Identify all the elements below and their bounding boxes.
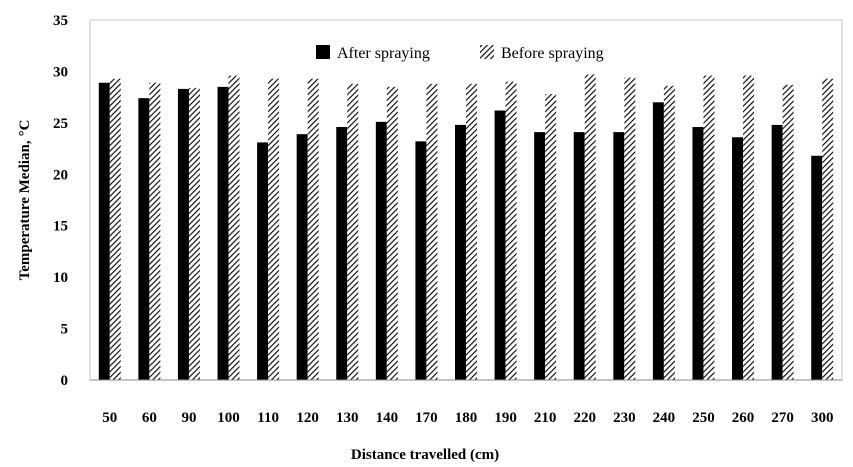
bar-after-spraying bbox=[771, 124, 783, 380]
x-tick-label: 300 bbox=[811, 410, 834, 426]
y-tick-label: 35 bbox=[53, 13, 68, 29]
x-tick-label: 260 bbox=[732, 410, 755, 426]
x-tick-label: 90 bbox=[181, 410, 196, 426]
legend-label-after: After spraying bbox=[337, 45, 430, 62]
x-tick-label: 110 bbox=[257, 410, 279, 426]
y-tick-label: 10 bbox=[53, 270, 68, 286]
bars-group bbox=[98, 74, 834, 381]
bar-before-spraying bbox=[782, 84, 794, 381]
bar-after-spraying bbox=[613, 132, 625, 380]
y-axis-title-unit: °C bbox=[17, 120, 33, 137]
legend: After spraying Before spraying bbox=[316, 45, 604, 62]
y-tick-label: 0 bbox=[61, 373, 69, 389]
x-tick-label: 100 bbox=[217, 410, 240, 426]
x-tick-label: 170 bbox=[415, 410, 438, 426]
bar-before-spraying bbox=[426, 83, 438, 381]
x-tick-label: 270 bbox=[771, 410, 794, 426]
bar-after-spraying bbox=[375, 121, 387, 380]
x-tick-label: 120 bbox=[296, 410, 319, 426]
x-axis-title: Distance travelled (cm) bbox=[351, 447, 499, 463]
legend-swatch-before bbox=[480, 45, 494, 59]
bar-after-spraying bbox=[652, 102, 664, 380]
bar-before-spraying bbox=[545, 94, 557, 380]
bar-after-spraying bbox=[692, 126, 704, 380]
x-tick-label: 230 bbox=[613, 410, 636, 426]
bar-after-spraying bbox=[98, 82, 110, 381]
bar-after-spraying bbox=[811, 155, 823, 380]
bar-after-spraying bbox=[534, 132, 546, 380]
bar-after-spraying bbox=[257, 142, 269, 380]
x-tick-label: 180 bbox=[455, 410, 478, 426]
bar-before-spraying bbox=[584, 74, 596, 380]
bar-after-spraying bbox=[217, 86, 229, 381]
bar-before-spraying bbox=[149, 82, 161, 381]
x-tick-label: 190 bbox=[494, 410, 517, 426]
x-tick-label: 240 bbox=[653, 410, 676, 426]
bar-before-spraying bbox=[228, 75, 240, 380]
y-tick-label: 30 bbox=[53, 64, 68, 80]
y-tick-label: 25 bbox=[53, 116, 68, 132]
legend-label-before: Before spraying bbox=[501, 45, 604, 62]
bar-before-spraying bbox=[505, 81, 517, 381]
bar-after-spraying bbox=[573, 132, 585, 380]
bar-after-spraying bbox=[732, 137, 744, 380]
bar-before-spraying bbox=[822, 78, 834, 380]
bar-before-spraying bbox=[624, 77, 636, 380]
bar-after-spraying bbox=[336, 126, 348, 380]
bar-before-spraying bbox=[663, 85, 675, 380]
bar-before-spraying bbox=[347, 83, 359, 381]
bar-before-spraying bbox=[703, 75, 715, 380]
bar-after-spraying bbox=[296, 134, 308, 380]
bar-before-spraying bbox=[386, 86, 398, 381]
bar-before-spraying bbox=[466, 83, 477, 381]
y-tick-labels: 0 5 10 15 20 25 30 35 bbox=[53, 13, 68, 389]
bar-after-spraying bbox=[455, 124, 466, 380]
x-tick-label: 60 bbox=[142, 410, 157, 426]
x-tick-label: 220 bbox=[573, 410, 596, 426]
x-tick-label: 250 bbox=[692, 410, 715, 426]
bar-before-spraying bbox=[268, 78, 280, 380]
bar-after-spraying bbox=[494, 110, 506, 380]
y-axis-title: Temperature Median, °C bbox=[17, 120, 33, 281]
bar-before-spraying bbox=[307, 78, 319, 380]
legend-swatch-after bbox=[316, 45, 330, 59]
x-tick-label: 210 bbox=[534, 410, 557, 426]
bar-before-spraying bbox=[109, 78, 121, 380]
bar-after-spraying bbox=[138, 98, 150, 381]
bar-before-spraying bbox=[743, 75, 755, 380]
y-tick-label: 5 bbox=[61, 322, 69, 338]
x-tick-label: 50 bbox=[102, 410, 117, 426]
y-tick-label: 20 bbox=[53, 167, 68, 183]
bar-after-spraying bbox=[415, 141, 427, 380]
y-axis-title-text: Temperature Median, bbox=[17, 140, 33, 280]
bar-after-spraying bbox=[177, 88, 189, 380]
x-tick-label: 140 bbox=[376, 410, 399, 426]
x-tick-labels: 50 60 90 100 110 120 130 140 170 180 190 210 220 230 2… bbox=[102, 410, 833, 426]
x-tick-label: 130 bbox=[336, 410, 359, 426]
bar-before-spraying bbox=[188, 87, 200, 380]
y-tick-label: 15 bbox=[53, 219, 68, 235]
